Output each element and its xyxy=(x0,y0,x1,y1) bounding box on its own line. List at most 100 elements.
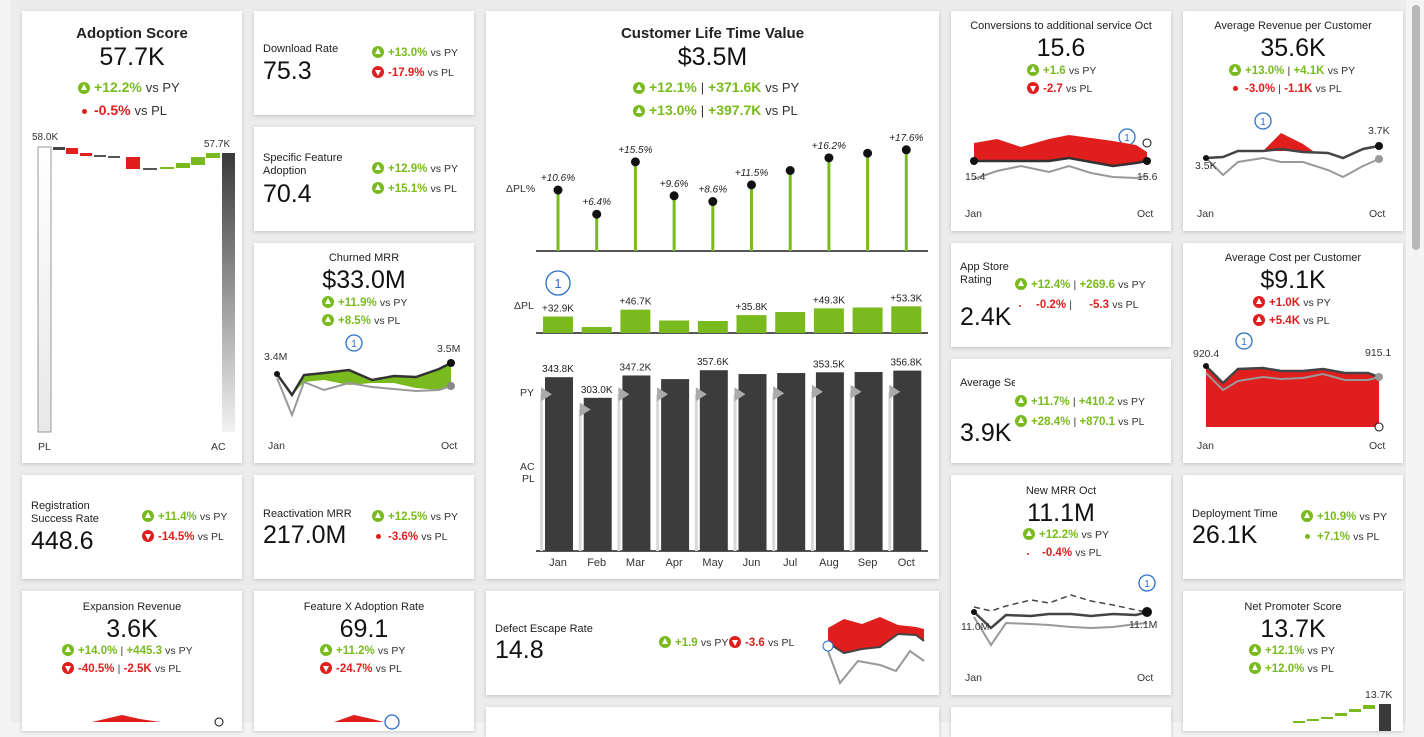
kpi-value: 3.9K xyxy=(960,419,1012,447)
dpl-pct-label: +6.4% xyxy=(582,197,611,208)
registration-card[interactable]: Registration Success Rate 448.6 +11.4% v… xyxy=(22,475,242,579)
churned-mrr-card[interactable]: Churned MRR $33.0M +11.9% vs PY +8.5% vs… xyxy=(254,243,474,463)
area-chart: 1 xyxy=(970,128,1152,180)
py-marker xyxy=(657,387,669,402)
deployment-card[interactable]: Deployment Time 26.1K +10.9% vs PY +7.1%… xyxy=(1183,475,1403,579)
reactivation-card[interactable]: Reactivation MRR 217.0M +12.5% vs PY -3.… xyxy=(254,475,474,579)
kpi-py: +12.5% vs PY xyxy=(372,508,458,526)
up-arrow-icon xyxy=(322,314,334,326)
down-arrow-icon xyxy=(729,636,741,648)
waterfall-chart xyxy=(1293,704,1391,731)
kpi-py: +12.4% | +269.6 vs PY xyxy=(1015,276,1146,294)
dpl-bar xyxy=(813,308,844,333)
card-title: Average Session Frequenc xyxy=(960,377,1015,389)
kpi-pl: -17.9% vs PL xyxy=(372,64,454,82)
kpi-value: 70.4 xyxy=(263,180,312,208)
ac-bar xyxy=(738,374,767,551)
x-tick-label: Apr xyxy=(666,557,683,569)
card-title: Churned MRR xyxy=(328,252,400,264)
py-marker xyxy=(734,387,746,402)
x-tick-label: Oct xyxy=(898,557,915,569)
expansion-card[interactable]: Expansion Revenue 3.6K +14.0% | +445.3 v… xyxy=(22,591,242,731)
marker-circle xyxy=(1254,112,1272,130)
kpi-py: +11.9% vs PY xyxy=(322,294,407,312)
kpi-value: 217.0M xyxy=(263,521,347,549)
down-arrow-icon xyxy=(320,662,332,674)
kpi-py: +10.9% vs PY xyxy=(1301,508,1387,526)
py-bar xyxy=(540,394,543,551)
up-arrow-icon xyxy=(1015,395,1027,407)
kpi-pl: -14.5% vs PL xyxy=(142,528,224,546)
card-title: Adoption Score xyxy=(76,25,188,42)
card-title: Conversions to additional service Oct xyxy=(970,20,1152,32)
x-tick-label: Mar xyxy=(626,557,645,569)
kpi-py: +12.9% vs PY xyxy=(372,160,458,178)
conversions-card[interactable]: Conversions to additional service Oct 15… xyxy=(951,11,1171,231)
end-label: 57.7K xyxy=(204,139,231,150)
dpl-pct-point xyxy=(747,180,756,190)
end-label: 915.1 xyxy=(1365,347,1392,359)
marker-circle xyxy=(1235,332,1253,350)
dpl-pct-point xyxy=(630,157,640,167)
ac-bar xyxy=(222,153,235,432)
waterfall-chart xyxy=(37,146,235,433)
pl-bar xyxy=(37,146,52,433)
defect-card[interactable]: Defect Escape Rate 14.8 +1.9 vs PY -3.6 … xyxy=(486,591,939,695)
ac-label: 347.2K xyxy=(620,362,652,373)
download-card[interactable]: Download Rate 75.3 +13.0% vs PY -17.9% v… xyxy=(254,11,474,115)
specific-feature-card[interactable]: Specific Feature Adoption 70.4 +12.9% vs… xyxy=(254,127,474,231)
down-arrow-icon xyxy=(1027,82,1039,94)
kpi-pl: +15.1% vs PL xyxy=(372,180,457,198)
kpi-py: +12.2% vs PY xyxy=(78,78,180,97)
row-label-dpl: ΔPL xyxy=(514,300,534,312)
up-arrow-icon xyxy=(372,162,384,174)
kpi-py: +12.2% vs PY xyxy=(1023,526,1109,544)
up-arrow-icon xyxy=(78,82,90,94)
end-label: 13.7K xyxy=(1365,689,1393,701)
ac-line xyxy=(275,361,452,398)
start-label: 58.0K xyxy=(32,132,59,143)
card-title: Feature X Adoption Rate xyxy=(303,601,425,613)
marker-label: 1 xyxy=(1241,337,1247,348)
session-card[interactable]: Average Session Frequenc 3.9K +11.7% | +… xyxy=(951,359,1171,463)
down-arrow-icon xyxy=(142,530,154,542)
small-dot-icon xyxy=(1027,553,1029,555)
ac-bar xyxy=(777,373,806,551)
card-title: Specific Feature Adoption xyxy=(263,152,343,177)
dpl-pct-point xyxy=(824,153,834,163)
up-arrow-icon xyxy=(372,46,384,58)
waterfall-steps xyxy=(53,147,220,170)
vertical-scrollbar[interactable] xyxy=(1406,0,1424,722)
kpi-pl: +13.0% | +397.7K vs PL xyxy=(633,101,798,120)
kpi-value: 75.3 xyxy=(263,57,312,85)
ac-bar xyxy=(583,397,612,551)
ac-bar xyxy=(854,372,883,551)
adoption-card[interactable]: Adoption Score 57.7K +12.2% vs PY -0.5% … xyxy=(22,11,242,463)
kpi-value: 69.1 xyxy=(339,615,389,643)
scrollbar-thumb[interactable] xyxy=(1412,5,1420,250)
arpc-card[interactable]: Average Revenue per Customer 35.6K +13.0… xyxy=(1183,11,1403,231)
acpc-card[interactable]: Average Cost per Customer $9.1K +1.0K vs… xyxy=(1183,243,1403,463)
new-mrr-card[interactable]: New MRR Oct 11.1M +12.2% vs PY -0.4% vs … xyxy=(951,475,1171,695)
x-label-end: Oct xyxy=(1369,440,1386,452)
card-title: Reactivation MRR xyxy=(263,508,352,520)
feature-x-card[interactable]: Feature X Adoption Rate 69.1 +11.2% vs P… xyxy=(254,591,474,731)
small-dot-icon xyxy=(376,534,381,539)
dashboard-canvas: Adoption Score 57.7K +12.2% vs PY -0.5% … xyxy=(10,0,1406,737)
marker-label: 1 xyxy=(351,339,357,350)
kpi-pl: -0.4% vs PL xyxy=(1023,544,1102,562)
line-chart: 1 xyxy=(971,574,1156,647)
variance-area xyxy=(277,363,451,395)
dpl-pct-point xyxy=(592,209,602,219)
dpl-bar xyxy=(697,321,728,333)
dpl-pct-label: +15.5% xyxy=(618,145,652,156)
ac-bar xyxy=(815,372,844,551)
py-bar xyxy=(733,394,737,551)
row-label-dpl-pct: ΔPL% xyxy=(506,183,536,195)
x-tick-label: Aug xyxy=(819,557,839,569)
cltv-card[interactable]: Customer Life Time Value $3.5M +12.1% | … xyxy=(486,11,939,579)
nps-card[interactable]: Net Promoter Score 13.7K +12.1% vs PY +1… xyxy=(1183,591,1403,731)
kpi-value: 35.6K xyxy=(1260,34,1326,62)
appstore-card[interactable]: App Store Rating 2.4K +12.4% | +269.6 vs… xyxy=(951,243,1171,347)
kpi-pl: -3.6 vs PL xyxy=(729,634,794,652)
